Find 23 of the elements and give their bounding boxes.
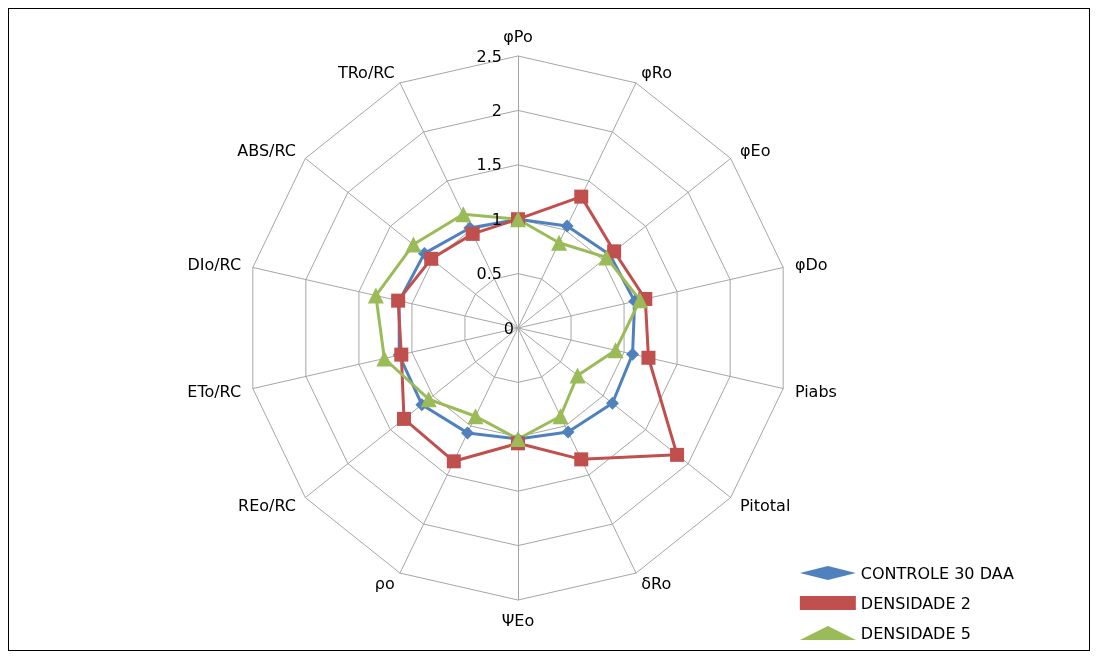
y-tick-label: 2.5: [476, 46, 502, 66]
y-tick-label: 2: [491, 100, 502, 120]
spoke-label: ρo: [374, 574, 395, 594]
spoke-label: φEo: [740, 141, 771, 161]
spoke-label: φDo: [794, 255, 828, 275]
y-tick-label: 1.5: [476, 155, 502, 175]
spoke-label: DIo/RC: [187, 255, 242, 275]
legend-label: CONTROLE 30 DAA: [860, 563, 1015, 583]
spoke-label: TRo/RC: [336, 62, 395, 82]
spoke-label: ABS/RC: [237, 141, 296, 161]
y-tick-label: 1: [491, 209, 502, 229]
spoke-label: Pitotal: [740, 495, 791, 515]
spoke-label: Piabs: [794, 381, 837, 401]
spoke-label: δRo: [641, 574, 672, 594]
spoke-label: REo/RC: [238, 495, 296, 515]
y-tick-label: 0.5: [476, 264, 502, 284]
y-tick-label: 0: [503, 318, 514, 338]
spoke-label: φPo: [503, 26, 533, 46]
legend-label: DENSIDADE 2: [860, 593, 971, 613]
legend-label: DENSIDADE 5: [860, 623, 971, 643]
spoke-label: ΨEo: [501, 610, 535, 630]
spoke-label: φRo: [641, 62, 672, 82]
spoke-label: ETo/RC: [187, 381, 242, 401]
